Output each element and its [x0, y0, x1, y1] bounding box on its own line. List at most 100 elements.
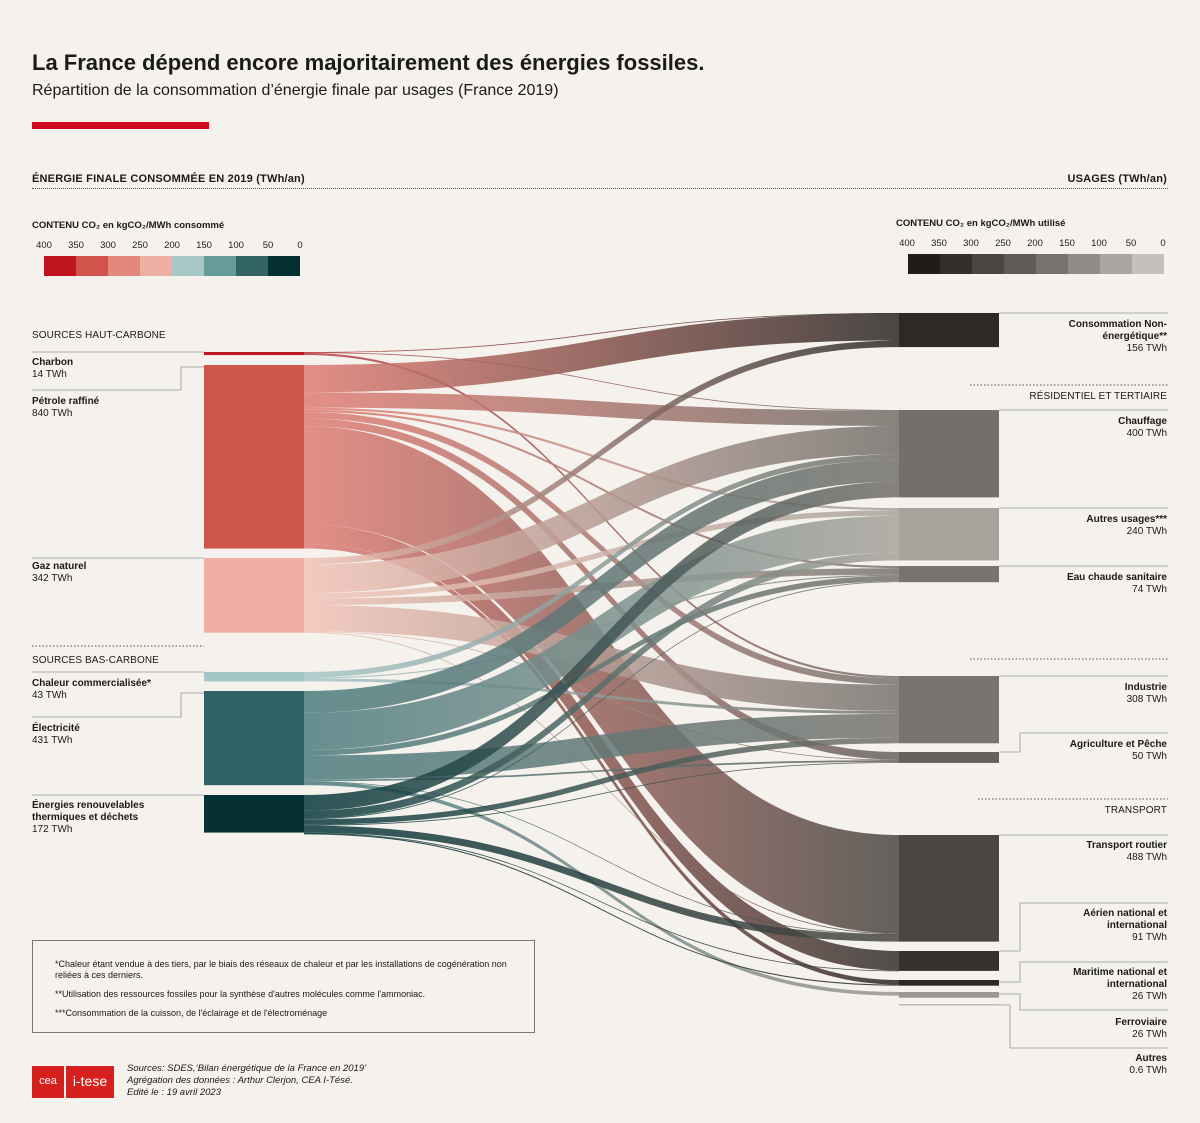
legend-left-scale	[44, 256, 300, 276]
flow-1-1	[304, 392, 899, 426]
legend-left-swatch-3	[140, 256, 172, 276]
legend-left-tick-100: 100	[228, 240, 244, 251]
use-label-ferroviaire: Ferroviaire 26 TWh	[1115, 1017, 1167, 1040]
legend-right-swatch-0	[908, 254, 940, 274]
flow-5-3	[304, 581, 899, 820]
legend-right-tick-350: 350	[931, 238, 947, 249]
flow-5-7	[304, 832, 899, 972]
source-node-2	[204, 558, 304, 633]
use-label-maritime: Maritime national et international 26 TWh	[1073, 967, 1167, 1002]
leader-line-14	[999, 961, 1168, 983]
flow-5-2	[304, 552, 899, 819]
use-node-0	[899, 313, 999, 348]
source-label-chaleur: Chaleur commercialisée* 43 TWh	[32, 678, 151, 701]
flow-2-4	[304, 604, 899, 711]
legend-right-swatch-1	[940, 254, 972, 274]
legend-right-tick-300: 300	[963, 238, 979, 249]
use-label-chauffage: Chauffage 400 TWh	[1118, 416, 1167, 439]
use-label-transport-routier: Transport routier 488 TWh	[1086, 840, 1167, 863]
legend-left-swatch-4	[172, 256, 204, 276]
flow-5-6	[304, 825, 899, 942]
legend-left-swatch-6	[236, 256, 268, 276]
use-label-agriculture: Agriculture et Pêche 50 TWh	[1069, 739, 1167, 762]
legend-left-tick-400: 400	[36, 240, 52, 251]
legend-left-tick-200: 200	[164, 240, 180, 251]
source-label-petrole: Pétrole raffiné 840 TWh	[32, 396, 100, 419]
group-high-carbon: SOURCES HAUT-CARBONE	[32, 330, 166, 341]
source-node-3	[204, 672, 304, 682]
legend-left-swatch-1	[76, 256, 108, 276]
use-node-9	[899, 992, 999, 998]
footnotes-box: *Chaleur étant vendue à des tiers, par l…	[32, 940, 535, 1033]
legend-right-scale	[908, 254, 1164, 274]
section-divider	[32, 188, 1168, 189]
source-node-5	[204, 795, 304, 833]
use-label-aerien: Aérien national et international 91 TWh	[1083, 908, 1167, 943]
group-transport: TRANSPORT	[1104, 805, 1167, 816]
legend-left-swatch-5	[204, 256, 236, 276]
legend-right-ticks: 400 350 300 250 200 150 100 50 0	[891, 238, 1179, 249]
flow-1-8	[304, 543, 899, 985]
source-label-gaz: Gaz naturel 342 TWh	[32, 561, 87, 584]
legend-right-swatch-6	[1100, 254, 1132, 274]
flow-4-5	[304, 760, 899, 782]
legend-left-title: CONTENU CO₂ en kgCO₂/MWh consommé	[32, 220, 225, 231]
footnote-1: *Chaleur étant vendue à des tiers, par l…	[55, 959, 507, 980]
use-label-autres: Autres 0.6 TWh	[1129, 1053, 1167, 1076]
source-label-enr: Énergies renouvelables thermiques et déc…	[32, 800, 145, 835]
legend-left-tick-150: 150	[196, 240, 212, 251]
legend-left-tick-300: 300	[100, 240, 116, 251]
accent-bar	[32, 122, 209, 129]
legend-right-swatch-2	[972, 254, 1004, 274]
use-node-2	[899, 508, 999, 561]
flow-2-2	[304, 510, 899, 599]
use-node-5	[899, 752, 999, 763]
use-node-6	[899, 835, 999, 942]
flow-0-1	[304, 352, 899, 411]
use-node-7	[899, 951, 999, 971]
legend-left-tick-350: 350	[68, 240, 84, 251]
leader-line-11	[999, 732, 1168, 753]
flow-3-4	[304, 678, 899, 714]
use-node-4	[899, 676, 999, 744]
flow-2-0	[304, 340, 899, 565]
use-node-1	[899, 410, 999, 498]
legend-left-swatch-2	[108, 256, 140, 276]
flow-4-1	[304, 459, 899, 713]
sources-credit: Sources: SDES,‘Bilan énergétique de la F…	[127, 1063, 367, 1098]
page-subtitle: Répartition de la consommation d’énergie…	[32, 82, 559, 99]
use-node-10	[899, 1004, 999, 1006]
legend-left-tick-250: 250	[132, 240, 148, 251]
leader-line-1	[32, 366, 204, 391]
legend-right-tick-50: 50	[1125, 238, 1137, 249]
legend-right-tick-250: 250	[995, 238, 1011, 249]
flow-2-1	[304, 425, 899, 593]
flow-0-0	[304, 313, 899, 353]
page-title: La France dépend encore majoritairement …	[32, 50, 705, 75]
flow-4-9	[304, 781, 899, 996]
legend-right-title: CONTENU CO₂ en kgCO₂/MWh utilisé	[896, 218, 1066, 229]
section-title-energy: ÉNERGIE FINALE CONSOMMÉE EN 2019 (TWh/an…	[32, 173, 305, 185]
flow-4-6	[304, 781, 899, 935]
legend-right-tick-100: 100	[1091, 238, 1107, 249]
legend-right-swatch-7	[1132, 254, 1164, 274]
source-node-1	[204, 365, 304, 549]
legend-right-swatch-4	[1036, 254, 1068, 274]
use-node-3	[899, 566, 999, 583]
source-node-0	[204, 352, 304, 356]
use-label-non-energetique: Consommation Non-énergétique** 156 TWh	[1068, 319, 1167, 354]
legend-right-tick-150: 150	[1059, 238, 1075, 249]
flow-1-2	[304, 407, 899, 511]
legend-left-ticks: 400 350 300 250 200 150 100 50 0	[28, 240, 316, 251]
source-node-4	[204, 691, 304, 786]
group-residential: RÉSIDENTIEL ET TERTIAIRE	[1029, 391, 1167, 402]
legend-left-tick-0: 0	[297, 240, 303, 251]
legend-right-swatch-5	[1068, 254, 1100, 274]
itese-logo: i-tese	[66, 1066, 114, 1098]
flow-1-4	[304, 411, 899, 685]
group-low-carbon: SOURCES BAS-CARBONE	[32, 655, 159, 666]
legend-right-tick-200: 200	[1027, 238, 1043, 249]
source-label-electricite: Électricité 431 TWh	[32, 723, 80, 746]
flow-5-4	[304, 737, 899, 825]
